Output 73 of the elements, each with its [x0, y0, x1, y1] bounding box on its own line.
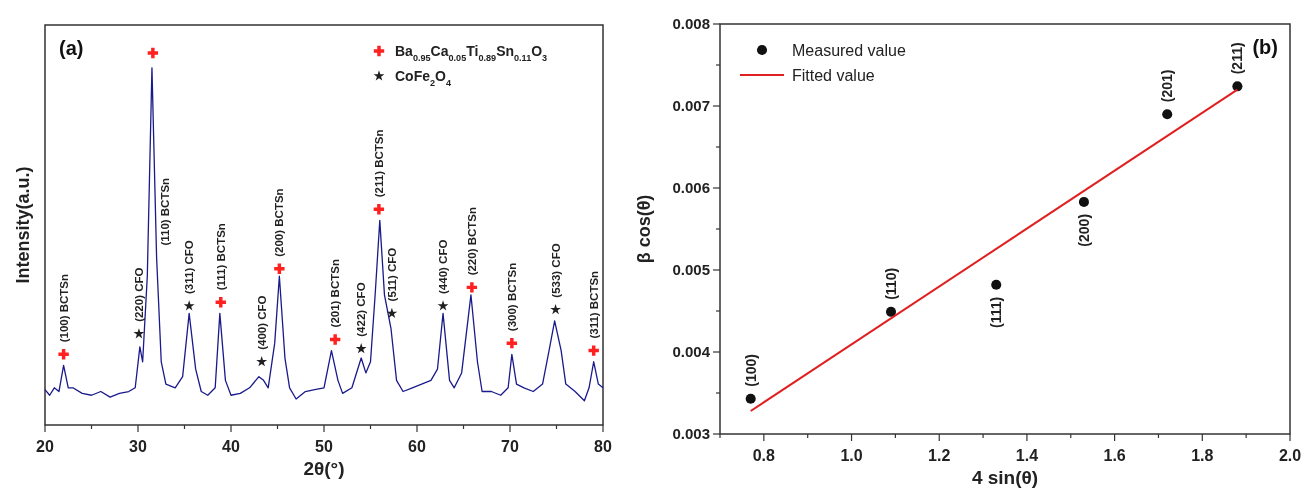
- x-tick-label: 1.8: [1191, 447, 1214, 464]
- annotation: (100): [742, 354, 759, 387]
- y-tick-label: 0.003: [672, 425, 710, 443]
- point: [991, 279, 1002, 290]
- x-axis-title: 4 sin(θ): [971, 467, 1039, 488]
- annotation: (111): [988, 296, 1005, 328]
- legend-label: CoFe$_{2}$O$_{4}$: [395, 67, 452, 88]
- legend-label: Fitted value: [792, 66, 875, 84]
- annotation: (211) BCTSn: [372, 129, 385, 198]
- annotation: (110): [883, 267, 899, 300]
- text: Ba$_{0.95}$Ca$_{0.05}$Ti$_{0.89}$Sn$_{0.11}$O$_{3}$: [395, 42, 548, 63]
- x-tick-label: 2.0: [1278, 447, 1302, 464]
- annotation: (220) CFO: [132, 267, 145, 322]
- y-tick-label: 0.004: [672, 343, 711, 361]
- y-tick-label: 0.008: [672, 15, 710, 33]
- x-tick-label: 1.4: [1015, 447, 1039, 464]
- point: [1078, 196, 1089, 207]
- point: [147, 47, 159, 59]
- point: [588, 345, 599, 356]
- annotation: (200) BCTSn: [273, 188, 286, 257]
- y-axis-title: Intensity(a.u.): [13, 166, 33, 284]
- x-tick-label: 1.2: [928, 447, 951, 464]
- x-tick-label: 1.0: [840, 447, 863, 464]
- annotation: (100) BCTSn: [57, 273, 70, 343]
- y-tick-label: 0.007: [672, 97, 710, 115]
- annotation: (110) BCTSn: [158, 177, 171, 246]
- annotation: (b): [1252, 36, 1278, 58]
- point: [58, 349, 69, 360]
- x-tick-label: 1.6: [1103, 447, 1126, 464]
- point: [506, 337, 518, 349]
- annotation: (220) BCTSn: [465, 206, 478, 276]
- annotation: (440) CFO: [437, 239, 450, 294]
- y-tick-label: 0.005: [672, 261, 710, 279]
- point: [550, 304, 561, 315]
- annotation: (511) CFO: [385, 247, 398, 302]
- annotation: (a): [59, 37, 84, 59]
- point: [466, 282, 478, 293]
- point: [373, 204, 385, 215]
- x-tick-label: 50: [315, 438, 333, 455]
- annotation: (311) BCTSn: [587, 270, 600, 339]
- annotation: (311) CFO: [183, 240, 196, 294]
- point: [183, 300, 195, 311]
- x-tick-label: 40: [222, 438, 240, 455]
- x-tick-label: 30: [129, 438, 147, 455]
- annotation: (111) BCTSn: [214, 223, 227, 291]
- annotation: (400) CFO: [255, 295, 268, 350]
- x-axis-title: 2θ(°): [303, 458, 345, 479]
- x-tick-label: 0.8: [752, 447, 776, 464]
- x-tick-label: 80: [594, 438, 612, 455]
- annotation: (200): [1075, 213, 1092, 247]
- annotation: (422) CFO: [355, 282, 368, 337]
- point: [1162, 109, 1173, 120]
- point: [133, 328, 145, 339]
- annotation: (211): [1229, 42, 1246, 75]
- annotation: (533) CFO: [549, 243, 562, 298]
- x-tick-label: 70: [501, 438, 519, 455]
- annotation: (300) BCTSn: [505, 262, 518, 332]
- point: [274, 263, 285, 274]
- y-axis-title: β cos(θ): [634, 194, 654, 264]
- point: [885, 306, 897, 317]
- point: [355, 343, 367, 354]
- point: [437, 300, 449, 311]
- point: [215, 297, 226, 308]
- x-tick-label: 20: [36, 438, 54, 455]
- point: [745, 393, 756, 404]
- x-tick-label: 60: [408, 438, 426, 455]
- annotation: (201) BCTSn: [329, 259, 342, 328]
- annotation: (201): [1159, 69, 1176, 103]
- legend-label: Measured value: [792, 41, 906, 59]
- point: [256, 356, 268, 367]
- y-tick-label: 0.006: [672, 179, 710, 197]
- point: [1232, 81, 1243, 92]
- point: [329, 334, 341, 345]
